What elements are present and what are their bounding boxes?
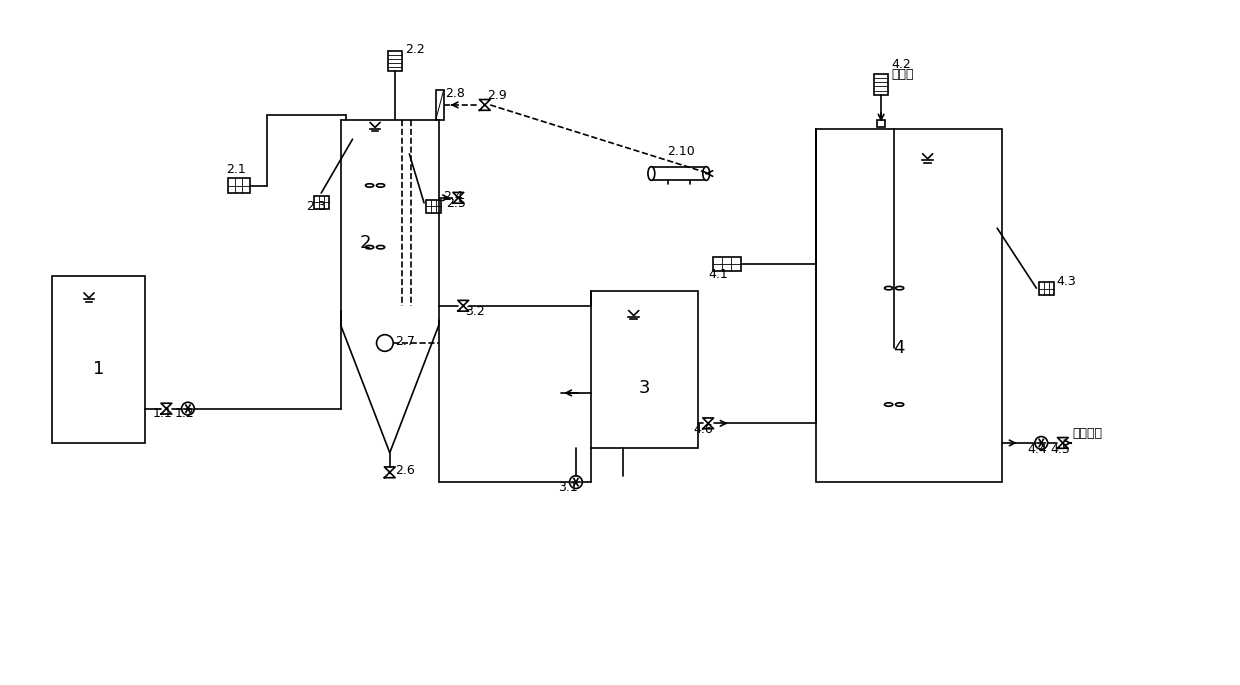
Bar — [877, 120, 885, 127]
Text: 2.3: 2.3 — [306, 200, 326, 212]
Bar — [435, 90, 444, 120]
Bar — [816, 129, 1002, 482]
Text: 2.6: 2.6 — [394, 464, 414, 477]
Text: 1: 1 — [93, 360, 104, 378]
Text: 4: 4 — [894, 339, 905, 357]
Text: 3.2: 3.2 — [465, 305, 485, 318]
Bar — [314, 196, 329, 209]
Bar — [427, 200, 440, 212]
Text: 4.4: 4.4 — [1028, 443, 1048, 456]
Text: 1.1: 1.1 — [153, 408, 172, 421]
Bar — [590, 291, 698, 448]
Text: 4.5: 4.5 — [1050, 443, 1070, 456]
Text: 2.5: 2.5 — [446, 197, 466, 210]
Text: 2.9: 2.9 — [487, 89, 506, 102]
Bar — [651, 166, 707, 180]
Text: 3: 3 — [639, 379, 650, 397]
Bar — [52, 276, 145, 443]
Text: 2.1: 2.1 — [226, 164, 246, 177]
Text: 4.3: 4.3 — [1056, 275, 1076, 288]
Text: 2.10: 2.10 — [667, 145, 694, 158]
Text: 3.1: 3.1 — [558, 481, 578, 494]
Text: 4.2: 4.2 — [890, 58, 910, 71]
Bar — [1039, 282, 1054, 295]
Text: 4.6: 4.6 — [693, 423, 713, 436]
Text: 4.1: 4.1 — [708, 269, 728, 282]
Ellipse shape — [649, 166, 655, 180]
Text: 2.2: 2.2 — [405, 43, 425, 56]
Bar — [874, 73, 888, 95]
Text: 2.4: 2.4 — [443, 190, 463, 203]
Text: 加碱度: 加碱度 — [890, 68, 914, 82]
Text: 2.8: 2.8 — [445, 87, 465, 100]
Bar — [228, 178, 249, 193]
Text: 剩余污泥: 剩余污泥 — [1073, 427, 1102, 440]
Text: 2: 2 — [360, 234, 371, 252]
Bar — [713, 257, 740, 271]
Text: 1.2: 1.2 — [175, 408, 195, 421]
Ellipse shape — [703, 166, 709, 180]
Text: 2.7: 2.7 — [394, 335, 414, 348]
Bar — [388, 51, 402, 71]
